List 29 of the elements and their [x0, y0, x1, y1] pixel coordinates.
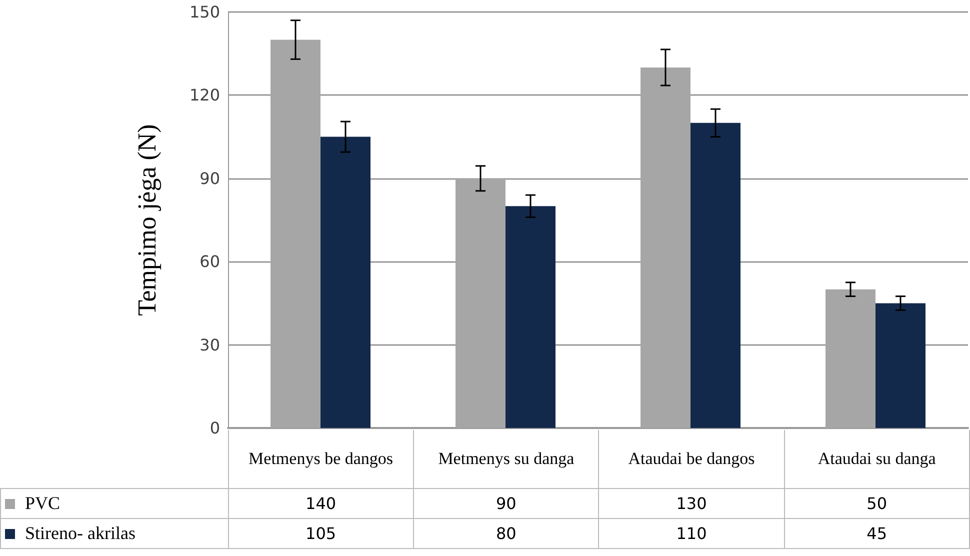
data-label: 50	[784, 488, 970, 518]
x-tick-label: Ataudai su danga	[784, 430, 970, 488]
bar	[640, 67, 690, 428]
x-tick-label: Metmenys be dangos	[228, 430, 414, 488]
data-label: 140	[228, 488, 414, 518]
y-tick-label: 120	[189, 86, 220, 105]
y-tick-label: 0	[210, 418, 220, 438]
data-label: 110	[598, 518, 784, 548]
legend-label: PVC	[0, 488, 228, 518]
legend-label: Stireno- akrilas	[0, 518, 228, 548]
y-tick-label: 30	[200, 335, 220, 354]
data-label: 90	[413, 488, 599, 518]
y-tick-label: 150	[189, 2, 220, 22]
bar	[690, 122, 740, 428]
bar	[826, 289, 876, 428]
x-tick-label: Ataudai be dangos	[598, 430, 784, 488]
bar	[876, 303, 926, 428]
y-tick-label: 90	[200, 168, 220, 188]
y-tick-label: 60	[200, 252, 220, 272]
bar	[506, 206, 556, 428]
data-label: 130	[598, 488, 784, 518]
data-label: 105	[228, 518, 414, 548]
bar	[456, 178, 506, 428]
bar	[270, 40, 320, 428]
data-label: 80	[413, 518, 599, 548]
y-axis-title: Tempimo jėga (N)	[132, 124, 162, 316]
bar	[320, 136, 370, 428]
data-label: 45	[784, 518, 970, 548]
x-tick-label: Metmenys su danga	[413, 430, 599, 488]
